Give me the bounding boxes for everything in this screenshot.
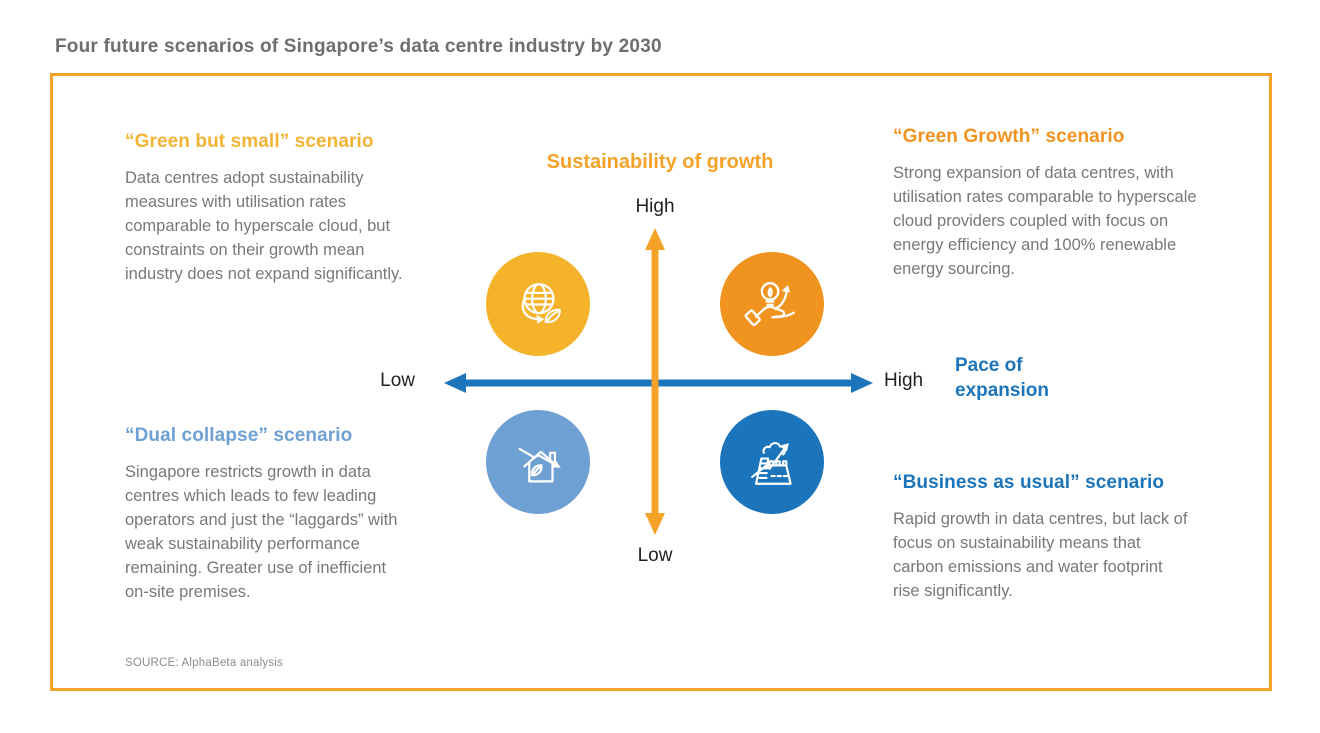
quadrant-circle-dual-collapse [486,410,590,514]
scenario-description: Data centres adopt sustainability measur… [125,169,403,283]
scenario-title: “Green Growth” scenario [893,126,1125,147]
axes-arrows-graphic [444,228,873,535]
house-leaf-decline-icon [518,447,561,483]
chart-frame [50,73,1272,691]
scenario-green-growth: “Green Growth” scenario Strong expansion… [893,126,1199,281]
hand-lightbulb-icon [744,282,795,327]
vertical-axis-title: Sustainability of growth [546,151,774,173]
vertical-axis-high-label: High [635,196,675,217]
horizontal-axis-title: Pace of expansion [955,355,1049,401]
quadrant-circle-green-growth [720,252,824,356]
scenario-green-but-small: “Green but small” scenario Data centres … [125,131,410,286]
scenario-title: “Green but small” scenario [125,131,374,152]
scenario-business-as-usual: “Business as usual” scenario Rapid growt… [893,472,1193,603]
page-title: Four future scenarios of Singapore’s dat… [55,36,662,57]
horizontal-axis-low-label: Low [380,370,415,391]
vertical-axis-low-label: Low [637,545,673,566]
scenario-dual-collapse: “Dual collapse” scenario Singapore restr… [125,425,410,604]
quadrant-circle-business-as-usual [720,410,824,514]
horizontal-axis-high-label: High [884,370,924,391]
scenario-description: Rapid growth in data centres, but lack o… [893,510,1188,600]
scenario-title: “Dual collapse” scenario [125,425,353,446]
scenario-description: Singapore restricts growth in data centr… [125,463,398,601]
quadrant-circle-green-but-small [486,252,590,356]
scenario-title: “Business as usual” scenario [893,472,1165,493]
scenario-description: Strong expansion of data centres, with u… [893,164,1197,278]
factory-emissions-icon [751,442,792,485]
globe-leaf-icon [521,283,561,324]
source-note: SOURCE: AlphaBeta analysis [125,657,283,669]
